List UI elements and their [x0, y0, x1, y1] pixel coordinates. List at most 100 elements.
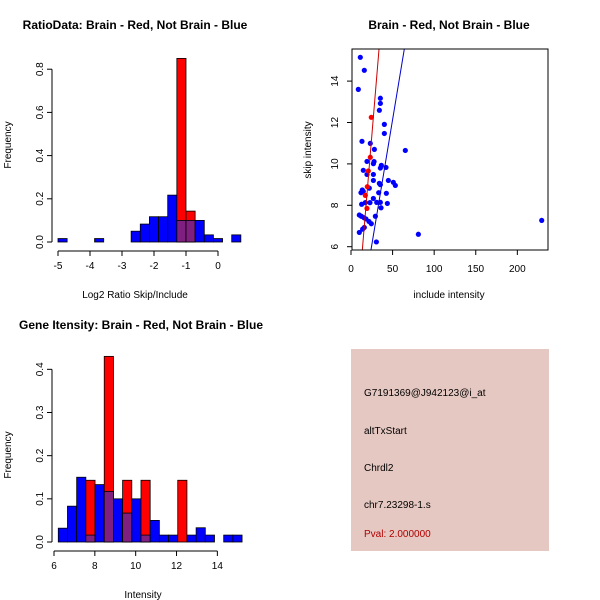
- not-brain-point: [378, 162, 384, 168]
- scatter-x-tick-label: 100: [426, 264, 443, 275]
- not-brain-point: [364, 158, 370, 165]
- intensity-x-tick-label: 8: [92, 561, 98, 572]
- ratio-histogram-bars: [57, 58, 242, 243]
- ratio-y-tick-label: 0.2: [35, 191, 46, 205]
- ratio-histogram-xlabel: Log2 Ratio Skip/Include: [82, 290, 188, 301]
- intensity-blue-bar: [149, 520, 160, 543]
- intensity-blue-bar: [76, 476, 87, 543]
- intensity-blue-bar: [131, 498, 142, 543]
- intensity-red-bar: [140, 479, 151, 543]
- brain-point: [365, 168, 371, 174]
- not-brain-point: [363, 216, 369, 222]
- ratio-overlap-bar: [185, 219, 196, 243]
- not-brain-point: [376, 107, 382, 113]
- not-brain-point: [392, 182, 398, 189]
- intensity-blue-bar: [113, 498, 124, 543]
- scatter-points: [355, 49, 545, 250]
- ratio-x-tick-label: -3: [118, 261, 127, 272]
- intensity-overlap-bar: [85, 534, 96, 543]
- not-brain-point: [355, 86, 361, 92]
- intensity-red-bar: [85, 479, 96, 543]
- ratio-histogram-ylabel: Frequency: [3, 121, 14, 168]
- intensity-overlap-bar: [140, 534, 151, 543]
- not-brain-point: [378, 205, 384, 211]
- intensity-overlap-bar: [122, 512, 133, 543]
- scatter-y-tick-label: 6: [330, 243, 341, 249]
- ratio-blue-bar: [167, 194, 178, 243]
- not-brain-point: [383, 190, 389, 196]
- ratio-y-tick-label: 0.6: [35, 105, 46, 119]
- ratio-blue-bar: [139, 223, 150, 243]
- not-brain-point: [374, 199, 380, 206]
- not-brain-point: [367, 200, 373, 206]
- not-brain-point: [360, 188, 366, 195]
- scatter-x-tick-label: 50: [387, 264, 399, 275]
- not-brain-fit-line: [370, 49, 405, 250]
- ratio-blue-bar: [213, 238, 223, 243]
- intensity-blue-bar: [186, 534, 197, 543]
- scatter-x-tick-label: 0: [348, 264, 354, 275]
- not-brain-point: [370, 171, 376, 178]
- intensity-x-tick-label: 12: [171, 561, 183, 572]
- intensity-x-tick-label: 14: [212, 561, 224, 572]
- not-brain-point: [356, 229, 362, 236]
- intensity-y-tick-label: 0.3: [35, 405, 46, 419]
- not-brain-point: [385, 177, 391, 184]
- ratio-blue-bar: [57, 238, 68, 243]
- not-brain-point: [357, 54, 363, 60]
- ratio-x-tick-label: -4: [86, 261, 95, 272]
- intensity-y-tick-label: 0.1: [35, 491, 46, 505]
- ratio-x-tick-label: -2: [150, 261, 159, 272]
- not-brain-point: [370, 161, 376, 167]
- ratio-blue-bar: [231, 234, 242, 243]
- intensity-histogram-title: Gene Itensity: Brain - Red, Not Brain - …: [19, 318, 263, 332]
- intensity-blue-bar: [57, 527, 68, 543]
- ratio-blue-bar: [194, 219, 205, 243]
- not-brain-point: [377, 100, 383, 107]
- intensity-histogram: Gene Itensity: Brain - Red, Not Brain - …: [3, 318, 263, 600]
- scatter-frame: [351, 48, 549, 251]
- scatter-y-tick-label: 10: [330, 158, 341, 170]
- pval: Pval: 2.000000: [364, 529, 431, 540]
- probe-id: G7191369@J942123@i_at: [364, 388, 486, 399]
- not-brain-point: [368, 221, 374, 227]
- not-brain-point: [539, 217, 545, 224]
- intensity-blue-bar: [168, 534, 179, 543]
- intensity-blue-bar: [195, 527, 206, 543]
- not-brain-point: [415, 231, 421, 237]
- not-brain-point: [367, 140, 373, 147]
- ratio-histogram-axes: -5 -4 -3 -2 -1 0 0.0 0.2 0.4 0.6 0.8: [35, 62, 221, 272]
- intensity-blue-bar: [232, 534, 243, 543]
- not-brain-point: [370, 195, 376, 202]
- intensity-red-bar: [177, 479, 188, 543]
- intensity-y-tick-label: 0.2: [35, 448, 46, 462]
- not-brain-point: [370, 177, 376, 184]
- scatter-y-tick-label: 8: [330, 202, 341, 208]
- intensity-blue-bar: [223, 534, 234, 543]
- scatter-y-tick-label: 14: [330, 75, 341, 87]
- ratio-blue-bar: [158, 216, 169, 243]
- not-brain-point: [381, 130, 387, 137]
- intensity-blue-bar: [94, 484, 105, 543]
- ratio-blue-bar: [130, 230, 141, 243]
- ratio-blue-bar: [203, 234, 214, 243]
- not-brain-point: [381, 121, 387, 127]
- scatter-x-tick-label: 150: [467, 264, 484, 275]
- intensity-histogram-ylabel: Frequency: [3, 431, 14, 478]
- not-brain-point: [360, 167, 366, 173]
- scatter-ylabel: skip intensity: [303, 121, 314, 178]
- ratio-y-tick-label: 0.4: [35, 148, 46, 162]
- info-panel-background: [351, 349, 549, 551]
- event-type: altTxStart: [364, 426, 407, 437]
- ratio-blue-bar: [94, 238, 105, 243]
- ratio-red-bar: [176, 58, 187, 243]
- not-brain-point: [361, 67, 367, 73]
- not-brain-point: [402, 147, 408, 154]
- location: chr7.23298-1.s: [364, 500, 431, 511]
- intensity-blue-bar: [67, 505, 78, 543]
- scatter-xlabel: include intensity: [413, 290, 484, 301]
- intensity-histogram-bars: [57, 355, 243, 543]
- intensity-overlap-bar: [103, 491, 114, 543]
- intensity-x-tick-label: 10: [130, 561, 142, 572]
